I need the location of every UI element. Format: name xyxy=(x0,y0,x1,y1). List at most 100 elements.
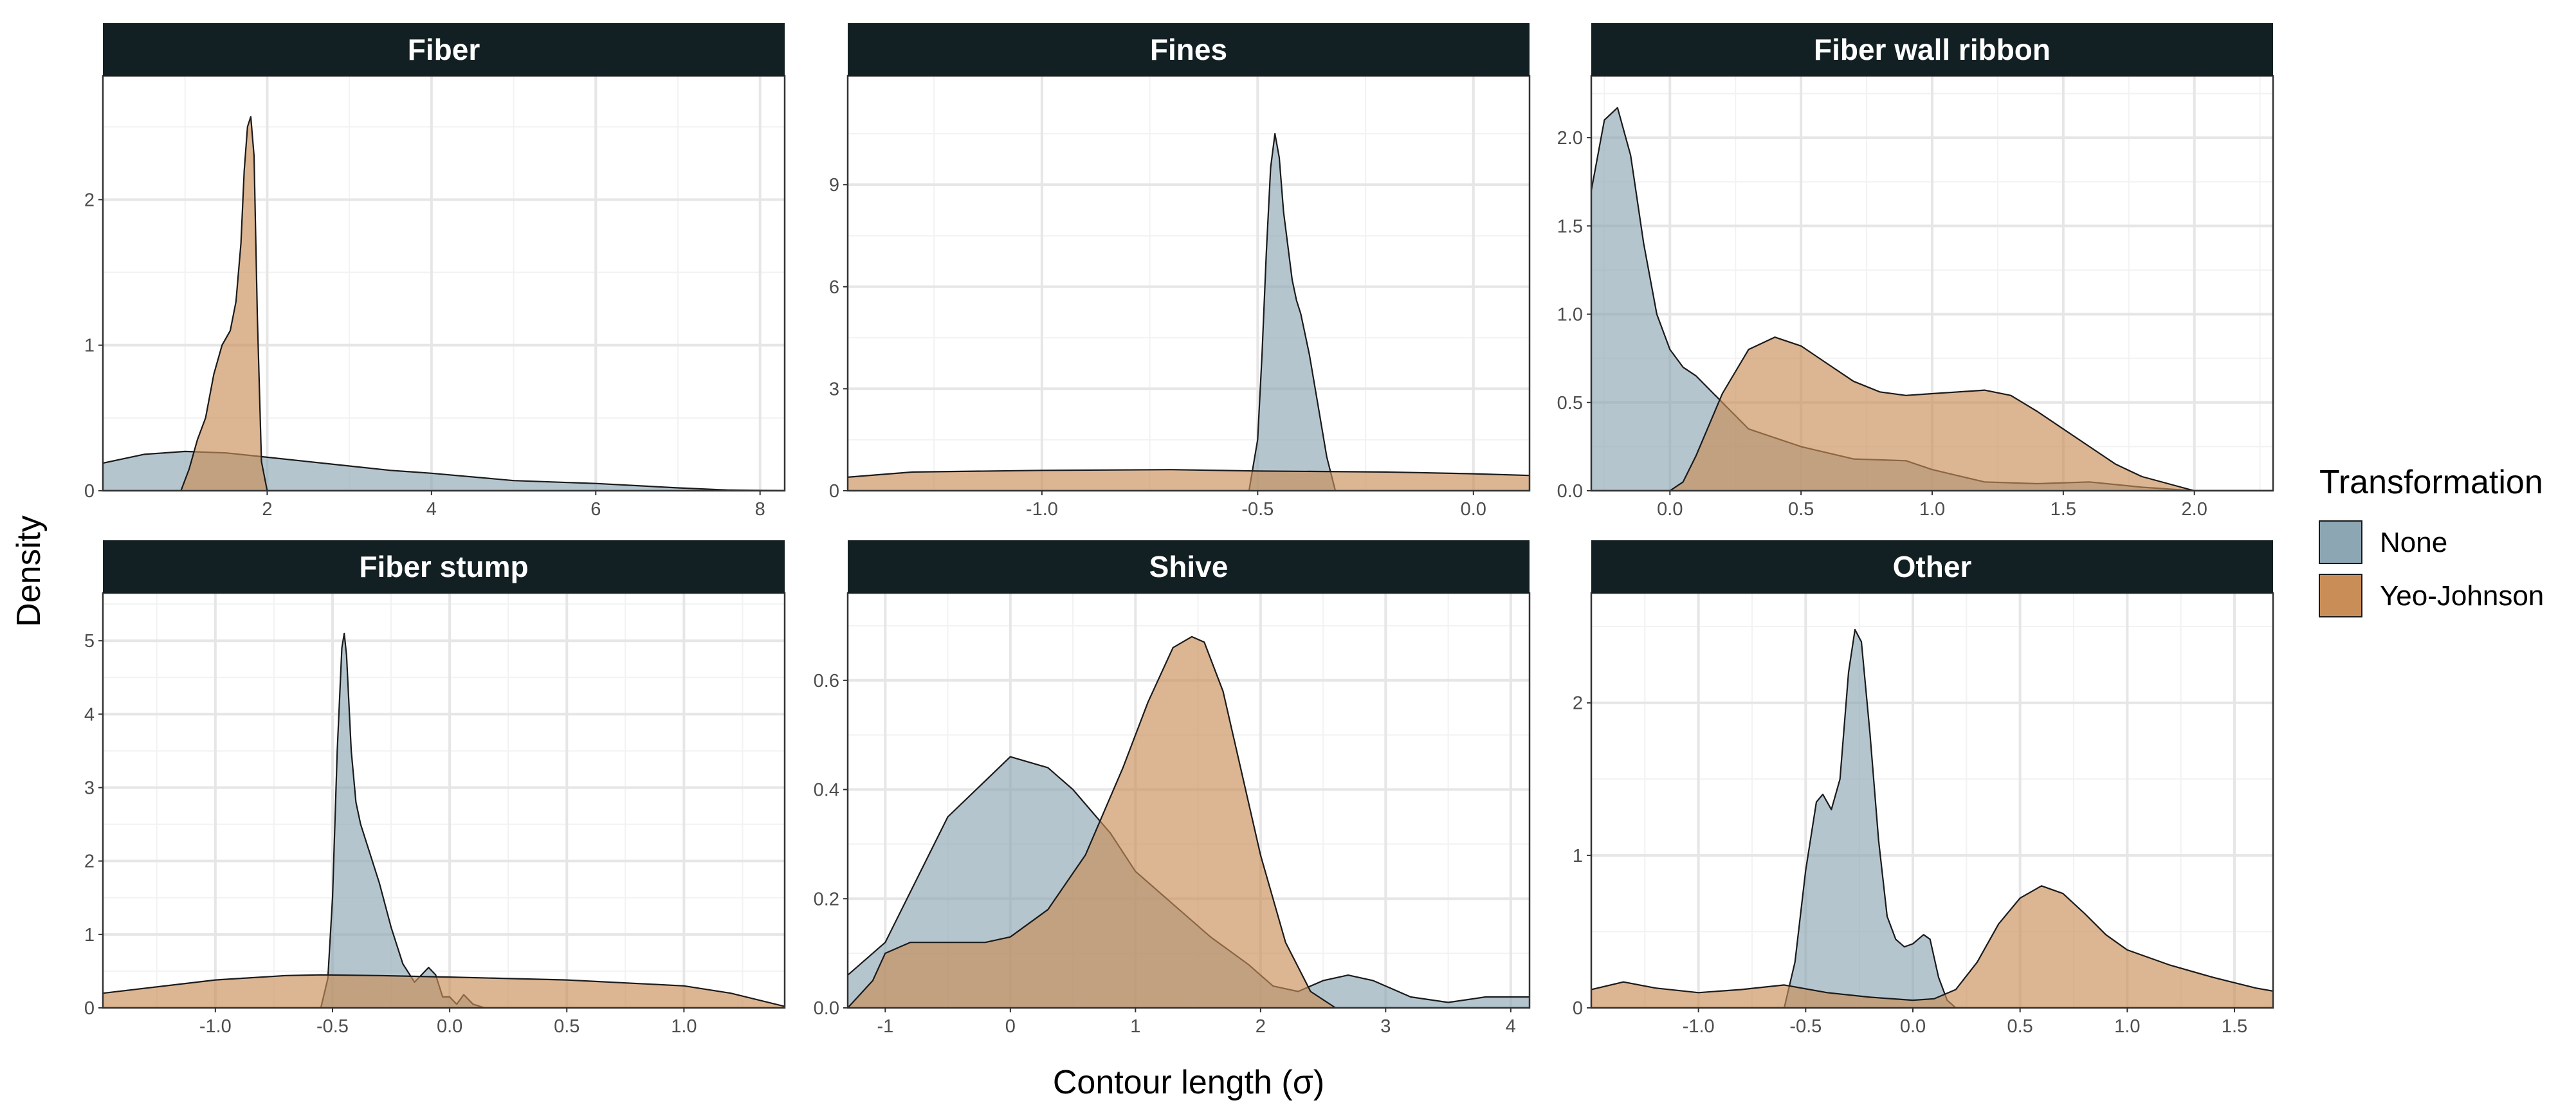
density-area-yeo-johnson xyxy=(1591,886,2273,1008)
x-tick-label: 2.0 xyxy=(2182,499,2207,520)
x-tick-label: -1.0 xyxy=(1026,499,1058,520)
y-tick-label: 1 xyxy=(84,336,95,356)
x-tick-label: 0.0 xyxy=(437,1016,462,1037)
y-tick-label: 1.5 xyxy=(1557,216,1583,237)
panel-title: Other xyxy=(1893,550,1972,583)
x-tick-label: 2 xyxy=(1256,1016,1266,1037)
density-line-yeo-johnson xyxy=(103,116,785,491)
x-tick-label: -0.5 xyxy=(1789,1016,1822,1037)
series-group xyxy=(848,635,1530,1008)
panel-strip xyxy=(1591,540,2273,593)
y-tick-label: 4 xyxy=(84,704,95,725)
y-tick-label: 0 xyxy=(84,481,95,502)
y-tick-label: 1.0 xyxy=(1557,305,1583,325)
x-tick-label: 0.5 xyxy=(554,1016,580,1037)
legend-key-none xyxy=(2319,520,2362,564)
density-line-yeo-johnson xyxy=(103,974,785,1007)
y-tick-label: 0 xyxy=(84,998,95,1019)
panel-strip xyxy=(103,540,785,593)
y-tick-label: 0.0 xyxy=(814,998,839,1019)
x-tick-label: 1.5 xyxy=(2222,1016,2247,1037)
density-line-yeo-johnson xyxy=(1591,885,2273,1001)
density-area-yeo-johnson xyxy=(103,974,785,1008)
panel-shive: Shive -1 0 1 2 3 4 0.0 0.2 0.4 0.6 xyxy=(814,540,1531,1037)
panel-fiber-stump: Fiber stump -1.0 -0.5 0.0 0.5 1.0 0 1 2 3 4 5 xyxy=(84,540,786,1037)
legend-label-none: None xyxy=(2380,527,2447,558)
y-tick-label: 2.0 xyxy=(1557,128,1583,149)
y-tick-label: 0.6 xyxy=(814,671,839,691)
x-tick-label: 1.5 xyxy=(2051,499,2076,520)
panel-fiber: Fiber 2 4 6 8 0 1 2 xyxy=(84,23,786,520)
density-line-yeo-johnson xyxy=(848,635,1530,1008)
density-line-none xyxy=(103,450,785,491)
y-tick-label: 0.4 xyxy=(814,780,839,801)
panel-title: Shive xyxy=(1149,550,1229,583)
panel-strip xyxy=(848,23,1530,76)
panel-title: Fines xyxy=(1150,33,1227,66)
density-line-none xyxy=(1591,628,2273,1008)
y-tick-label: 1 xyxy=(1573,846,1583,866)
y-tick-label: 0 xyxy=(829,481,839,502)
y-tick-label: 6 xyxy=(829,277,839,298)
y-tick-label: 0.2 xyxy=(814,889,839,909)
series-group xyxy=(103,632,785,1008)
x-tick-label: 8 xyxy=(755,499,765,520)
x-tick-label: 6 xyxy=(590,499,601,520)
density-area-yeo-johnson xyxy=(848,636,1530,1008)
legend-label-yeo-johnson: Yeo-Johnson xyxy=(2380,580,2544,612)
x-tick-label: 1.0 xyxy=(2114,1016,2140,1037)
density-line-yeo-johnson xyxy=(1591,336,2273,491)
x-axis-title: Contour length (σ) xyxy=(1053,1064,1324,1101)
panel-fines: Fines -1.0 -0.5 0.0 0 3 6 9 xyxy=(829,23,1531,520)
x-tick-label: 0.5 xyxy=(1788,499,1814,520)
grid xyxy=(848,76,1530,491)
density-area-yeo-johnson xyxy=(848,470,1530,491)
panel-other: Other -1.0 -0.5 0.0 0.5 1.0 1.5 0 1 2 xyxy=(1573,540,2274,1037)
y-axis-title: Density xyxy=(10,515,48,626)
panel-strip xyxy=(103,23,785,76)
x-tick-label: -1 xyxy=(877,1016,893,1037)
x-tick-label: 4 xyxy=(1506,1016,1516,1037)
y-tick-label: 2 xyxy=(84,852,95,872)
x-tick-label: -1.0 xyxy=(1683,1016,1715,1037)
x-tick-label: 4 xyxy=(426,499,437,520)
y-tick-label: 2 xyxy=(1573,693,1583,714)
legend-key-yeo-johnson xyxy=(2319,574,2362,617)
y-tick-label: 5 xyxy=(84,631,95,652)
density-area-yeo-johnson xyxy=(1591,337,2273,491)
y-tick-label: 0.0 xyxy=(1557,481,1583,502)
x-tick-label: 1.0 xyxy=(671,1016,697,1037)
x-tick-label: 1 xyxy=(1130,1016,1140,1037)
y-tick-label: 9 xyxy=(829,175,839,196)
x-tick-label: 1.0 xyxy=(1919,499,1945,520)
grid xyxy=(103,593,785,1008)
x-tick-label: 0.5 xyxy=(2007,1016,2033,1037)
x-tick-label: 0.0 xyxy=(1461,499,1486,520)
y-tick-label: 2 xyxy=(84,190,95,210)
x-tick-label: 0.0 xyxy=(1900,1016,1926,1037)
y-tick-label: 0 xyxy=(1573,998,1583,1019)
series-group xyxy=(848,132,1530,491)
panel-strip xyxy=(1591,23,2273,76)
y-tick-label: 1 xyxy=(84,925,95,945)
density-area-none xyxy=(1591,107,2273,491)
x-tick-label: 2 xyxy=(262,499,272,520)
panel-fiber-wall-ribbon: Fiber wall ribbon 0.0 0.5 1.0 1.5 2.0 0.0 0.5 1.… xyxy=(1557,23,2274,520)
y-tick-label: 3 xyxy=(84,778,95,799)
x-tick-label: 0 xyxy=(1005,1016,1016,1037)
series-group xyxy=(1591,107,2273,491)
panels: Fiber 2 4 6 8 0 1 2 Fines -1.0 -0.5 0.0 0 3 6 9 Fiber wa… xyxy=(84,23,2274,1037)
panel-title: Fiber xyxy=(408,33,480,66)
density-line-yeo-johnson xyxy=(848,469,1530,478)
x-tick-label: 0.0 xyxy=(1657,499,1683,520)
x-tick-label: 3 xyxy=(1380,1016,1391,1037)
series-group xyxy=(103,116,785,491)
x-tick-label: -1.0 xyxy=(199,1016,232,1037)
density-area-yeo-johnson xyxy=(103,116,785,491)
panel-title: Fiber wall ribbon xyxy=(1814,33,2051,66)
y-tick-label: 0.5 xyxy=(1557,393,1583,414)
panel-background xyxy=(103,593,785,1008)
legend: Transformation None Yeo-Johnson xyxy=(2319,464,2544,617)
y-tick-label: 3 xyxy=(829,379,839,399)
panel-background xyxy=(1591,593,2273,1008)
